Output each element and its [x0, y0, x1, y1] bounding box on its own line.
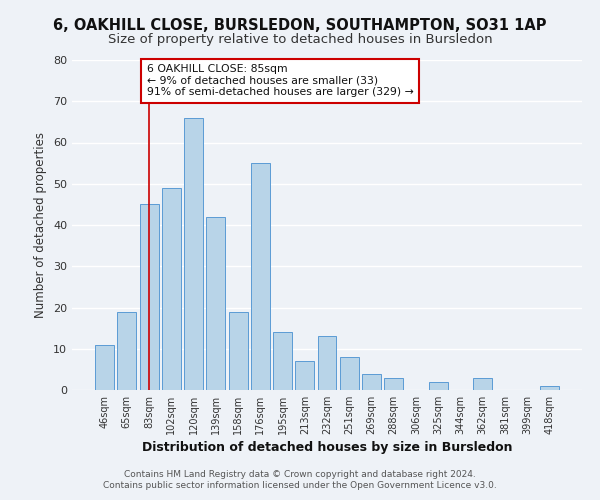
- Bar: [295, 361, 314, 390]
- Bar: [184, 118, 203, 390]
- Text: Size of property relative to detached houses in Bursledon: Size of property relative to detached ho…: [107, 32, 493, 46]
- Bar: [251, 163, 270, 390]
- Bar: [273, 332, 292, 390]
- Bar: [95, 344, 114, 390]
- Bar: [540, 386, 559, 390]
- Bar: [118, 312, 136, 390]
- Text: Contains public sector information licensed under the Open Government Licence v3: Contains public sector information licen…: [103, 481, 497, 490]
- Bar: [340, 357, 359, 390]
- Bar: [140, 204, 158, 390]
- Bar: [473, 378, 492, 390]
- Y-axis label: Number of detached properties: Number of detached properties: [34, 132, 47, 318]
- Text: 6, OAKHILL CLOSE, BURSLEDON, SOUTHAMPTON, SO31 1AP: 6, OAKHILL CLOSE, BURSLEDON, SOUTHAMPTON…: [53, 18, 547, 32]
- Bar: [317, 336, 337, 390]
- Bar: [229, 312, 248, 390]
- Bar: [362, 374, 381, 390]
- Bar: [384, 378, 403, 390]
- Bar: [206, 217, 225, 390]
- Text: 6 OAKHILL CLOSE: 85sqm
← 9% of detached houses are smaller (33)
91% of semi-deta: 6 OAKHILL CLOSE: 85sqm ← 9% of detached …: [147, 64, 413, 98]
- Bar: [429, 382, 448, 390]
- X-axis label: Distribution of detached houses by size in Bursledon: Distribution of detached houses by size …: [142, 441, 512, 454]
- Bar: [162, 188, 181, 390]
- Text: Contains HM Land Registry data © Crown copyright and database right 2024.: Contains HM Land Registry data © Crown c…: [124, 470, 476, 479]
